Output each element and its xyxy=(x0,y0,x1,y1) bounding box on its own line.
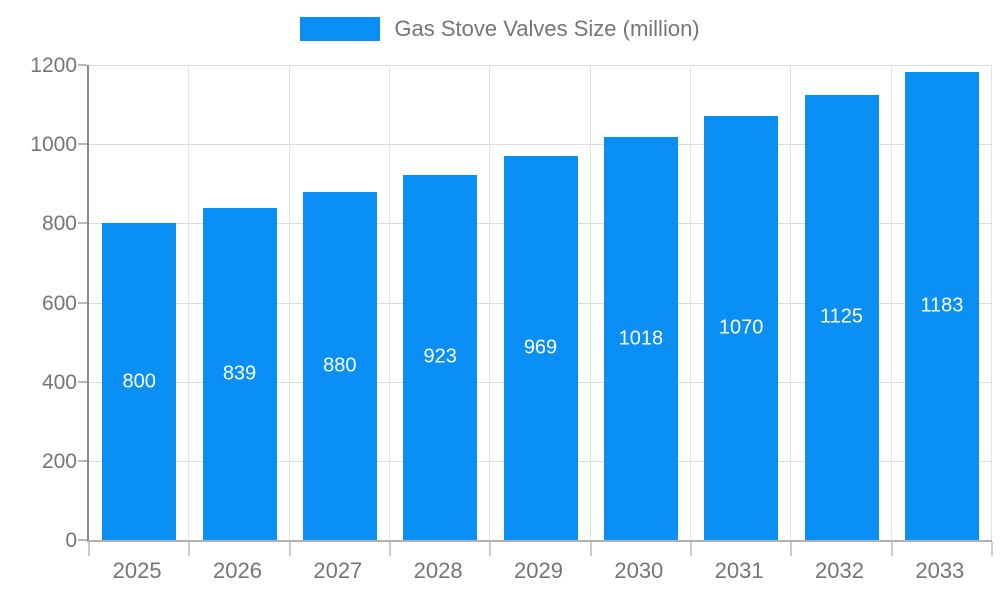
bar-value-label: 1018 xyxy=(618,327,664,350)
y-axis-tick-label: 1000 xyxy=(30,133,77,157)
bar-2032[interactable]: 1125 xyxy=(804,94,879,540)
bar-2025[interactable]: 800 xyxy=(102,223,177,540)
vertical-gridline xyxy=(890,65,892,540)
y-axis-tick xyxy=(78,380,87,383)
bar-2029[interactable]: 969 xyxy=(503,156,578,540)
x-axis-tick xyxy=(489,542,492,556)
bar-2033[interactable]: 1183 xyxy=(904,71,979,540)
bar-value-label: 1070 xyxy=(718,316,764,339)
x-axis-tick-label: 2027 xyxy=(313,558,363,583)
y-axis-tick xyxy=(78,301,87,304)
x-axis-tick-label: 2025 xyxy=(112,558,162,583)
x-axis-tick xyxy=(188,542,191,556)
bar-value-label: 923 xyxy=(423,345,457,368)
bar-value-label: 839 xyxy=(222,362,257,385)
vertical-gridline xyxy=(991,65,992,540)
y-axis-tick xyxy=(78,222,87,225)
x-axis-tick-label: 2026 xyxy=(213,558,262,583)
x-axis-tick xyxy=(88,542,90,556)
vertical-gridline xyxy=(288,65,290,540)
y-axis-tick xyxy=(78,64,87,66)
y-axis-tick xyxy=(78,459,87,462)
bar-2026[interactable]: 839 xyxy=(202,207,277,540)
y-axis-tick-label: 0 xyxy=(65,529,77,552)
vertical-gridline xyxy=(188,65,190,540)
bar-2027[interactable]: 880 xyxy=(302,191,377,540)
x-axis-tick xyxy=(991,542,993,556)
x-axis-tick xyxy=(288,542,291,556)
bar-value-label: 969 xyxy=(523,336,558,359)
y-axis-tick-label: 200 xyxy=(41,449,77,473)
bar-value-label: 800 xyxy=(122,370,156,393)
y-axis-tick xyxy=(78,143,87,146)
legend[interactable]: Gas Stove Valves Size (million) xyxy=(0,16,1000,42)
x-axis-tick-label: 2030 xyxy=(614,558,664,583)
bar-value-label: 880 xyxy=(323,354,357,377)
horizontal-gridline xyxy=(89,65,992,66)
vertical-gridline xyxy=(690,65,691,540)
x-axis-tick xyxy=(690,542,692,556)
vertical-gridline xyxy=(790,65,792,540)
bar-2030[interactable]: 1018 xyxy=(603,137,678,540)
bar-value-label: 1125 xyxy=(819,305,863,328)
y-axis-tick-label: 400 xyxy=(41,370,77,394)
y-axis-tick-label: 600 xyxy=(41,291,77,315)
bar-2031[interactable]: 1070 xyxy=(704,116,779,540)
bar-2028[interactable]: 923 xyxy=(403,174,478,540)
x-axis-tick-label: 2031 xyxy=(714,558,764,583)
plot-area: 800 839 880 923 969 1018 1070 1125 1183 xyxy=(78,64,993,556)
legend-label: Gas Stove Valves Size (million) xyxy=(394,16,700,41)
x-axis-tick xyxy=(790,542,793,556)
horizontal-gridline xyxy=(89,144,992,146)
x-axis-tick-label: 2032 xyxy=(815,558,864,583)
legend-swatch-icon xyxy=(300,17,381,41)
vertical-gridline xyxy=(389,65,390,540)
y-axis-tick xyxy=(78,539,87,541)
y-axis-tick-label: 1200 xyxy=(30,54,77,77)
vertical-gridline xyxy=(489,65,491,540)
x-axis-tick-label: 2028 xyxy=(413,558,463,583)
x-axis-tick xyxy=(589,542,592,556)
x-axis-tick-label: 2033 xyxy=(915,558,965,583)
y-axis-tick-label: 800 xyxy=(41,212,77,236)
x-axis-tick-label: 2029 xyxy=(514,558,563,583)
vertical-gridline xyxy=(589,65,591,540)
bar-value-label: 1183 xyxy=(920,294,964,317)
x-axis-tick xyxy=(389,542,391,556)
x-axis-tick xyxy=(890,542,893,556)
